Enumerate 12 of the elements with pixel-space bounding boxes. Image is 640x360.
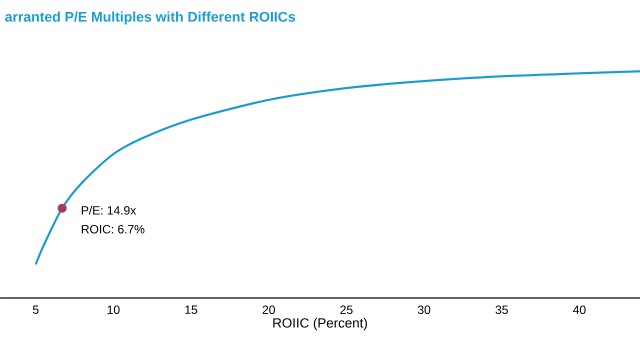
x-tick-label: 40 [573,306,586,314]
x-tick-label: 5 [32,306,39,314]
x-tick-label: 20 [262,306,275,314]
x-tick-label: 25 [340,306,353,314]
annotation: P/E: 14.9x [82,206,136,215]
x-tick-label: 15 [185,306,198,314]
x-tick-label: 10 [108,306,120,314]
chart-title: arranted P/E Multiples with Different ROIICs [5,11,296,25]
x-tick-label: 30 [418,306,430,314]
x-tick-label: 35 [496,306,508,314]
annotation: ROIC: 6.7% [82,224,144,234]
x-axis-title: ROIIC (Percent) [273,318,367,330]
